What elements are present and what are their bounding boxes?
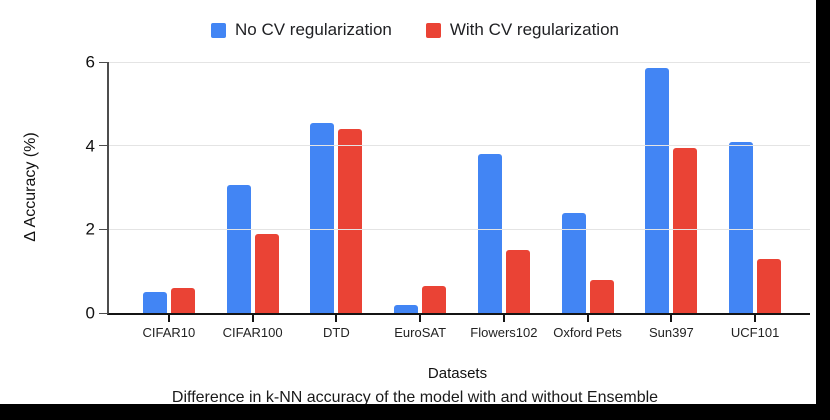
bar-group-cifar10: CIFAR10	[127, 62, 211, 340]
legend-label-with-cv: With CV regularization	[449, 20, 619, 39]
y-tick-mark	[99, 61, 107, 63]
y-tick-label: 0	[85, 303, 95, 323]
figure-caption: Difference in k-NN accuracy of the model…	[171, 389, 659, 406]
x-tick-mark	[251, 315, 254, 322]
gridline-6	[109, 61, 810, 63]
bar-with-cv-flowers102	[505, 250, 530, 313]
bar-group-flowers102: Flowers102	[462, 62, 546, 340]
legend: No CV regularization With CV regularizat…	[0, 20, 830, 40]
bar-no-cv-eurosat	[394, 304, 419, 313]
x-tick-label: DTD	[323, 325, 350, 340]
y-tick-label: 4	[85, 136, 95, 156]
legend-item-no-cv: No CV regularization	[211, 20, 392, 40]
bar-with-cv-oxford-pets	[589, 279, 614, 313]
black-border-right	[816, 0, 830, 420]
legend-swatch-red-icon	[425, 22, 441, 38]
legend-label-no-cv: No CV regularization	[235, 20, 392, 39]
bar-group-ucf101: UCF101	[713, 62, 797, 340]
y-tick-mark	[99, 312, 107, 314]
x-axis-title: Datasets	[427, 365, 488, 382]
y-axis-title: Δ Accuracy (%)	[22, 132, 39, 242]
bar-with-cv-sun397	[673, 147, 698, 313]
bar-group-eurosat: EuroSAT	[378, 62, 462, 340]
bar-no-cv-dtd	[310, 122, 335, 313]
bar-group-oxford-pets: Oxford Pets	[546, 62, 630, 340]
x-tick-label: CIFAR100	[222, 325, 283, 340]
bar-group-dtd: DTD	[295, 62, 379, 340]
bar-no-cv-cifar100	[226, 185, 251, 313]
bar-no-cv-cifar10	[142, 292, 167, 313]
bar-group-cifar100: CIFAR100	[211, 62, 295, 340]
gridline-4	[109, 145, 810, 147]
bar-with-cv-cifar10	[170, 287, 195, 313]
x-tick-label: Sun397	[648, 325, 694, 340]
x-tick-label: CIFAR10	[142, 325, 196, 340]
x-tick-mark	[670, 315, 673, 322]
y-tick-label: 6	[85, 52, 95, 72]
y-tick-mark	[99, 145, 107, 147]
legend-item-with-cv: With CV regularization	[425, 20, 619, 40]
y-tick-mark	[99, 228, 107, 230]
bar-with-cv-cifar100	[254, 233, 279, 313]
x-tick-label: Oxford Pets	[553, 325, 622, 340]
bar-no-cv-oxford-pets	[561, 212, 586, 313]
bars-container: CIFAR10 CIFAR100 DTD EuroSAT Flowers102 Oxfor…	[109, 62, 810, 340]
y-tick-label: 2	[85, 219, 95, 239]
bar-no-cv-ucf101	[729, 141, 754, 313]
x-tick-mark	[335, 315, 338, 322]
bar-no-cv-flowers102	[477, 154, 502, 313]
x-tick-mark	[502, 315, 505, 322]
legend-swatch-blue-icon	[211, 22, 226, 38]
x-tick-label: EuroSAT	[394, 325, 447, 340]
gridline-2	[109, 228, 810, 230]
plot-area: CIFAR10 CIFAR100 DTD EuroSAT Flowers102 Oxfor…	[86, 54, 810, 340]
black-border-bottom	[0, 404, 830, 420]
x-tick-mark	[754, 315, 757, 322]
x-tick-label: UCF101	[730, 325, 780, 340]
x-tick-label: Flowers102	[470, 325, 538, 340]
bar-with-cv-eurosat	[422, 285, 447, 313]
bar-with-cv-ucf101	[757, 258, 782, 313]
x-tick-mark	[586, 315, 589, 322]
bar-no-cv-sun397	[645, 68, 670, 313]
bar-group-sun397: Sun397	[630, 62, 714, 340]
x-tick-mark	[419, 315, 422, 322]
bar-with-cv-dtd	[338, 128, 363, 313]
x-tick-mark	[167, 315, 170, 322]
